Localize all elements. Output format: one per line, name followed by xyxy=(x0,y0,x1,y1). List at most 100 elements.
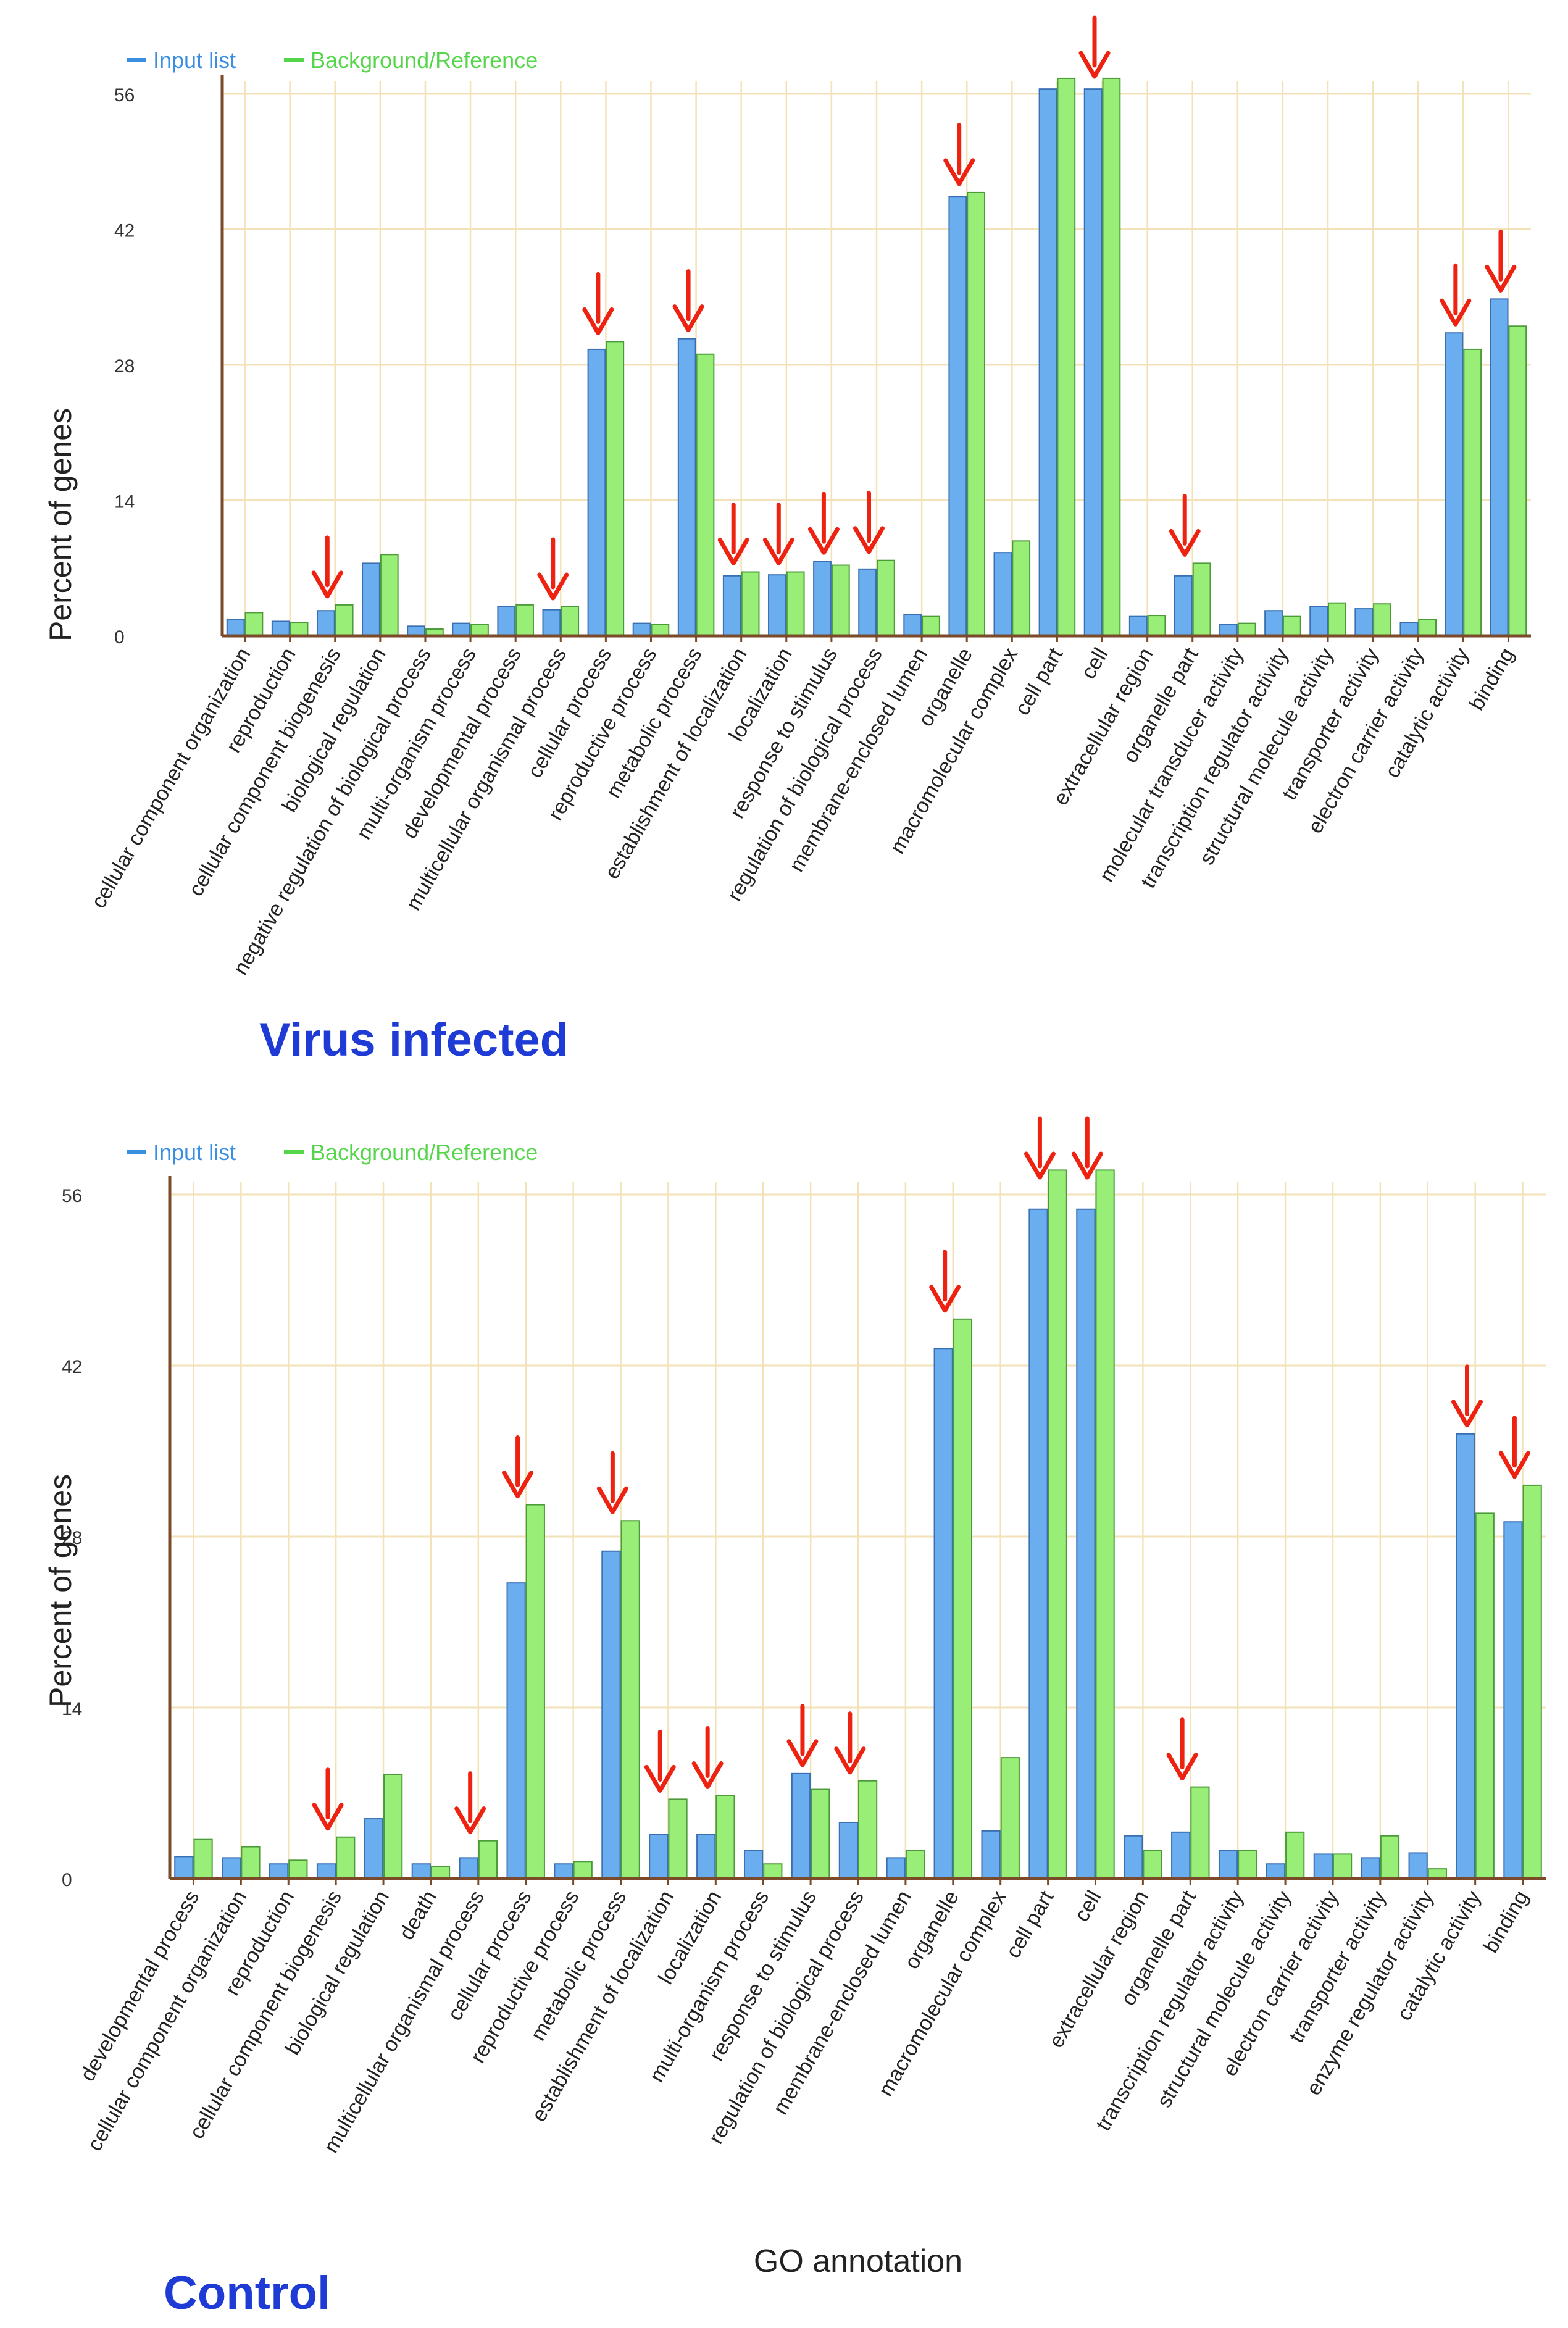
bar-background-response-to-stimulus xyxy=(811,1788,830,1879)
bar-background-macromolecular-complex xyxy=(1000,1757,1020,1879)
bar-background-structural-molecule-activity xyxy=(1328,602,1346,637)
bar-input-metabolic-process xyxy=(677,338,696,636)
y-tick-label: 0 xyxy=(62,1870,72,1890)
chart-panel-virus-infected: 0 14 28 42 56 cellular component organizatio… xyxy=(43,15,1531,1066)
bar-background-cellular-component-biogenesis xyxy=(336,1836,356,1879)
arrow-localization xyxy=(762,503,794,566)
arrow-cell-part xyxy=(1024,1116,1056,1180)
bar-background-death xyxy=(430,1866,451,1880)
bar-input-electron-carrier-activity xyxy=(1313,1853,1333,1879)
y-tick-labels: 0 14 28 42 56 xyxy=(62,1186,82,1890)
bar-background-catalytic-activity xyxy=(1475,1512,1495,1880)
bar-background-transporter-activity xyxy=(1380,1835,1400,1879)
y-tick-label: 28 xyxy=(114,356,135,377)
arrow-response-to-stimulus xyxy=(807,491,840,555)
y-tick-label: 42 xyxy=(114,221,135,241)
bar-background-localization xyxy=(715,1795,735,1879)
legend-input-label: Input list xyxy=(153,1140,236,1165)
y-tick-label: 0 xyxy=(114,627,125,648)
panel-label-virus-infected: Virus infected xyxy=(259,1014,569,1066)
bar-background-structural-molecule-activity xyxy=(1285,1831,1305,1879)
arrow-metabolic-process xyxy=(672,269,704,333)
arrow-regulation-of-biological-process xyxy=(834,1711,866,1775)
bar-input-macromolecular-complex xyxy=(993,552,1012,637)
arrow-cellular-process xyxy=(582,272,614,335)
bar-background-cell xyxy=(1102,77,1121,636)
bar-input-electron-carrier-activity xyxy=(1399,622,1419,636)
bar-input-localization xyxy=(696,1834,716,1880)
bar-background-biological-regulation xyxy=(383,1774,403,1880)
bar-background-membrane-enclosed-lumen xyxy=(922,615,940,637)
bar-input-cellular-component-biogenesis xyxy=(316,610,335,637)
bar-input-extracellular-region xyxy=(1128,615,1148,637)
arrow-metabolic-process xyxy=(596,1451,628,1514)
bar-background-transcription-regulator-activity xyxy=(1238,1850,1257,1880)
annotation-arrows xyxy=(311,15,1517,601)
axes xyxy=(220,75,1531,642)
arrow-establishment-of-localization xyxy=(644,1729,676,1793)
bar-background-developmental-process xyxy=(515,604,534,636)
bar-input-enzyme-regulator-activity xyxy=(1408,1852,1428,1879)
bar-input-multi-organism-process xyxy=(452,622,471,637)
arrow-cellular-process xyxy=(502,1435,534,1499)
arrow-organelle-part xyxy=(1166,1717,1198,1781)
bar-series-group xyxy=(174,1169,1542,1880)
bar-background-organelle xyxy=(967,191,985,636)
bar-background-macromolecular-complex xyxy=(1012,540,1031,636)
bar-background-membrane-enclosed-lumen xyxy=(905,1850,925,1880)
bar-background-response-to-stimulus xyxy=(831,564,850,637)
x-tick-label-binding: binding xyxy=(1479,1887,1533,1957)
bar-background-cellular-component-biogenesis xyxy=(335,604,354,636)
arrow-localization xyxy=(691,1725,724,1789)
arrow-establishment-of-localization xyxy=(717,503,749,566)
bar-input-reproduction xyxy=(271,620,290,636)
x-tick-label-binding: binding xyxy=(1465,644,1519,714)
bar-background-organelle-part xyxy=(1190,1786,1210,1880)
bar-input-cellular-component-organization xyxy=(222,1857,241,1879)
bar-background-extracellular-region xyxy=(1147,615,1166,637)
x-tick-label-cell-part: cell part xyxy=(1001,1887,1059,1963)
bar-input-biological-regulation xyxy=(362,562,380,636)
x-tick-label-cell: cell xyxy=(1077,644,1112,683)
bar-input-cell xyxy=(1083,88,1103,637)
y-tick-label: 14 xyxy=(62,1699,82,1719)
x-axis-title: GO annotation xyxy=(754,2243,962,2279)
bar-background-developmental-process xyxy=(193,1838,213,1880)
arrow-binding xyxy=(1485,229,1517,293)
bar-background-extracellular-region xyxy=(1143,1850,1162,1880)
bar-input-death xyxy=(411,1863,431,1879)
y-tick-labels: 0 14 28 42 56 xyxy=(114,85,135,648)
bar-background-regulation-of-biological-process xyxy=(858,1780,878,1880)
bar-background-cellular-component-organization xyxy=(241,1846,261,1879)
panel-label-control: Control xyxy=(164,2267,330,2319)
chart-panel-control: 0 14 28 42 56 developmental processcellular … xyxy=(43,1116,1546,2319)
x-tick-labels: cellular component organizationreproduct… xyxy=(87,644,1519,979)
axes xyxy=(168,1176,1546,1885)
bar-background-multi-organism-process xyxy=(470,624,489,637)
y-tick-label: 28 xyxy=(62,1528,82,1548)
bar-background-reproduction xyxy=(290,622,309,636)
bar-input-extracellular-region xyxy=(1124,1835,1143,1879)
bar-input-membrane-enclosed-lumen xyxy=(886,1857,906,1879)
bar-background-cellular-process xyxy=(606,341,625,636)
bar-background-reproduction xyxy=(288,1859,308,1880)
bar-input-cellular-process xyxy=(587,348,606,637)
bar-input-multicellular-organismal-process xyxy=(459,1857,478,1879)
gridlines xyxy=(222,81,1531,636)
bar-background-catalytic-activity xyxy=(1463,348,1482,637)
gridlines xyxy=(170,1182,1546,1879)
legend-input-label: Input list xyxy=(153,48,236,73)
annotation-arrows xyxy=(312,1116,1530,1835)
legend-background-label: Background/Reference xyxy=(311,48,538,73)
bar-background-binding xyxy=(1508,325,1527,636)
bar-input-transcription-regulator-activity xyxy=(1264,610,1283,637)
bar-input-macromolecular-complex xyxy=(981,1830,1001,1879)
bar-background-multi-organism-process xyxy=(763,1863,783,1879)
x-tick-label-death: death xyxy=(394,1887,441,1944)
bar-background-molecular-transducer-activity xyxy=(1237,622,1256,637)
bar-background-metabolic-process xyxy=(620,1520,640,1879)
bar-input-reproductive-process xyxy=(632,622,651,637)
arrow-catalytic-activity xyxy=(1440,263,1472,327)
bar-background-reproductive-process xyxy=(651,624,670,637)
